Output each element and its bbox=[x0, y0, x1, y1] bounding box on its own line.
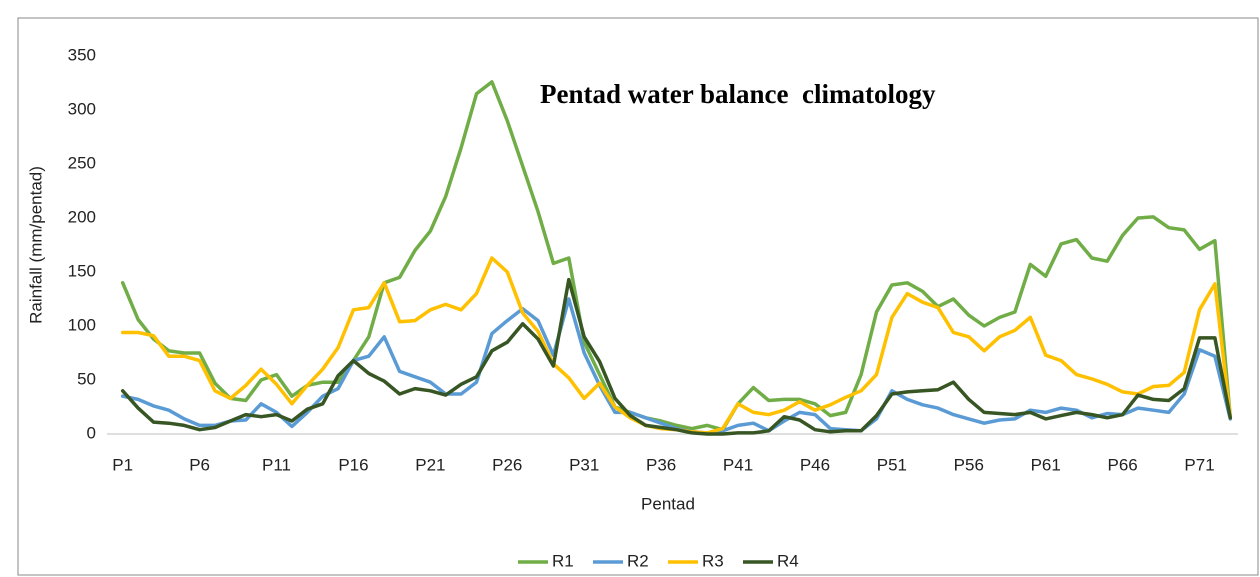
x-axis-label: Pentad bbox=[641, 494, 695, 513]
legend-label: R1 bbox=[552, 551, 574, 570]
y-tick-label: 0 bbox=[87, 423, 96, 442]
y-tick-label: 50 bbox=[77, 369, 96, 388]
x-tick-label: P31 bbox=[569, 455, 599, 474]
x-tick-label: P11 bbox=[262, 455, 291, 474]
x-tick-label: P46 bbox=[800, 455, 830, 474]
x-tick-label: P71 bbox=[1184, 455, 1214, 474]
y-tick-label: 300 bbox=[68, 99, 96, 118]
data-line bbox=[120, 277, 1233, 436]
legend-label: R3 bbox=[702, 551, 724, 570]
legend-label: R2 bbox=[627, 551, 649, 570]
y-tick-label: 250 bbox=[68, 153, 96, 172]
x-tick-label: P26 bbox=[492, 455, 522, 474]
x-tick-label: P41 bbox=[723, 455, 753, 474]
x-tick-label: P21 bbox=[415, 455, 445, 474]
x-tick-label: P56 bbox=[954, 455, 984, 474]
x-tick-label: P1 bbox=[112, 455, 133, 474]
x-tick-label: P36 bbox=[646, 455, 676, 474]
x-tick-label: P66 bbox=[1107, 455, 1137, 474]
chart-title: Pentad water balance climatology bbox=[540, 79, 936, 109]
x-tick-label: P16 bbox=[338, 455, 368, 474]
x-tick-label: P61 bbox=[1031, 455, 1061, 474]
legend-label: R4 bbox=[777, 551, 799, 570]
x-tick-label: P6 bbox=[189, 455, 210, 474]
y-tick-label: 350 bbox=[68, 45, 96, 64]
y-tick-label: 150 bbox=[68, 261, 96, 280]
y-tick-label: 200 bbox=[68, 207, 96, 226]
y-tick-label: 100 bbox=[68, 315, 96, 334]
y-axis-label: Rainfall (mm/pentad) bbox=[26, 166, 45, 324]
chart-border bbox=[17, 17, 1259, 576]
x-tick-label: P51 bbox=[877, 455, 907, 474]
